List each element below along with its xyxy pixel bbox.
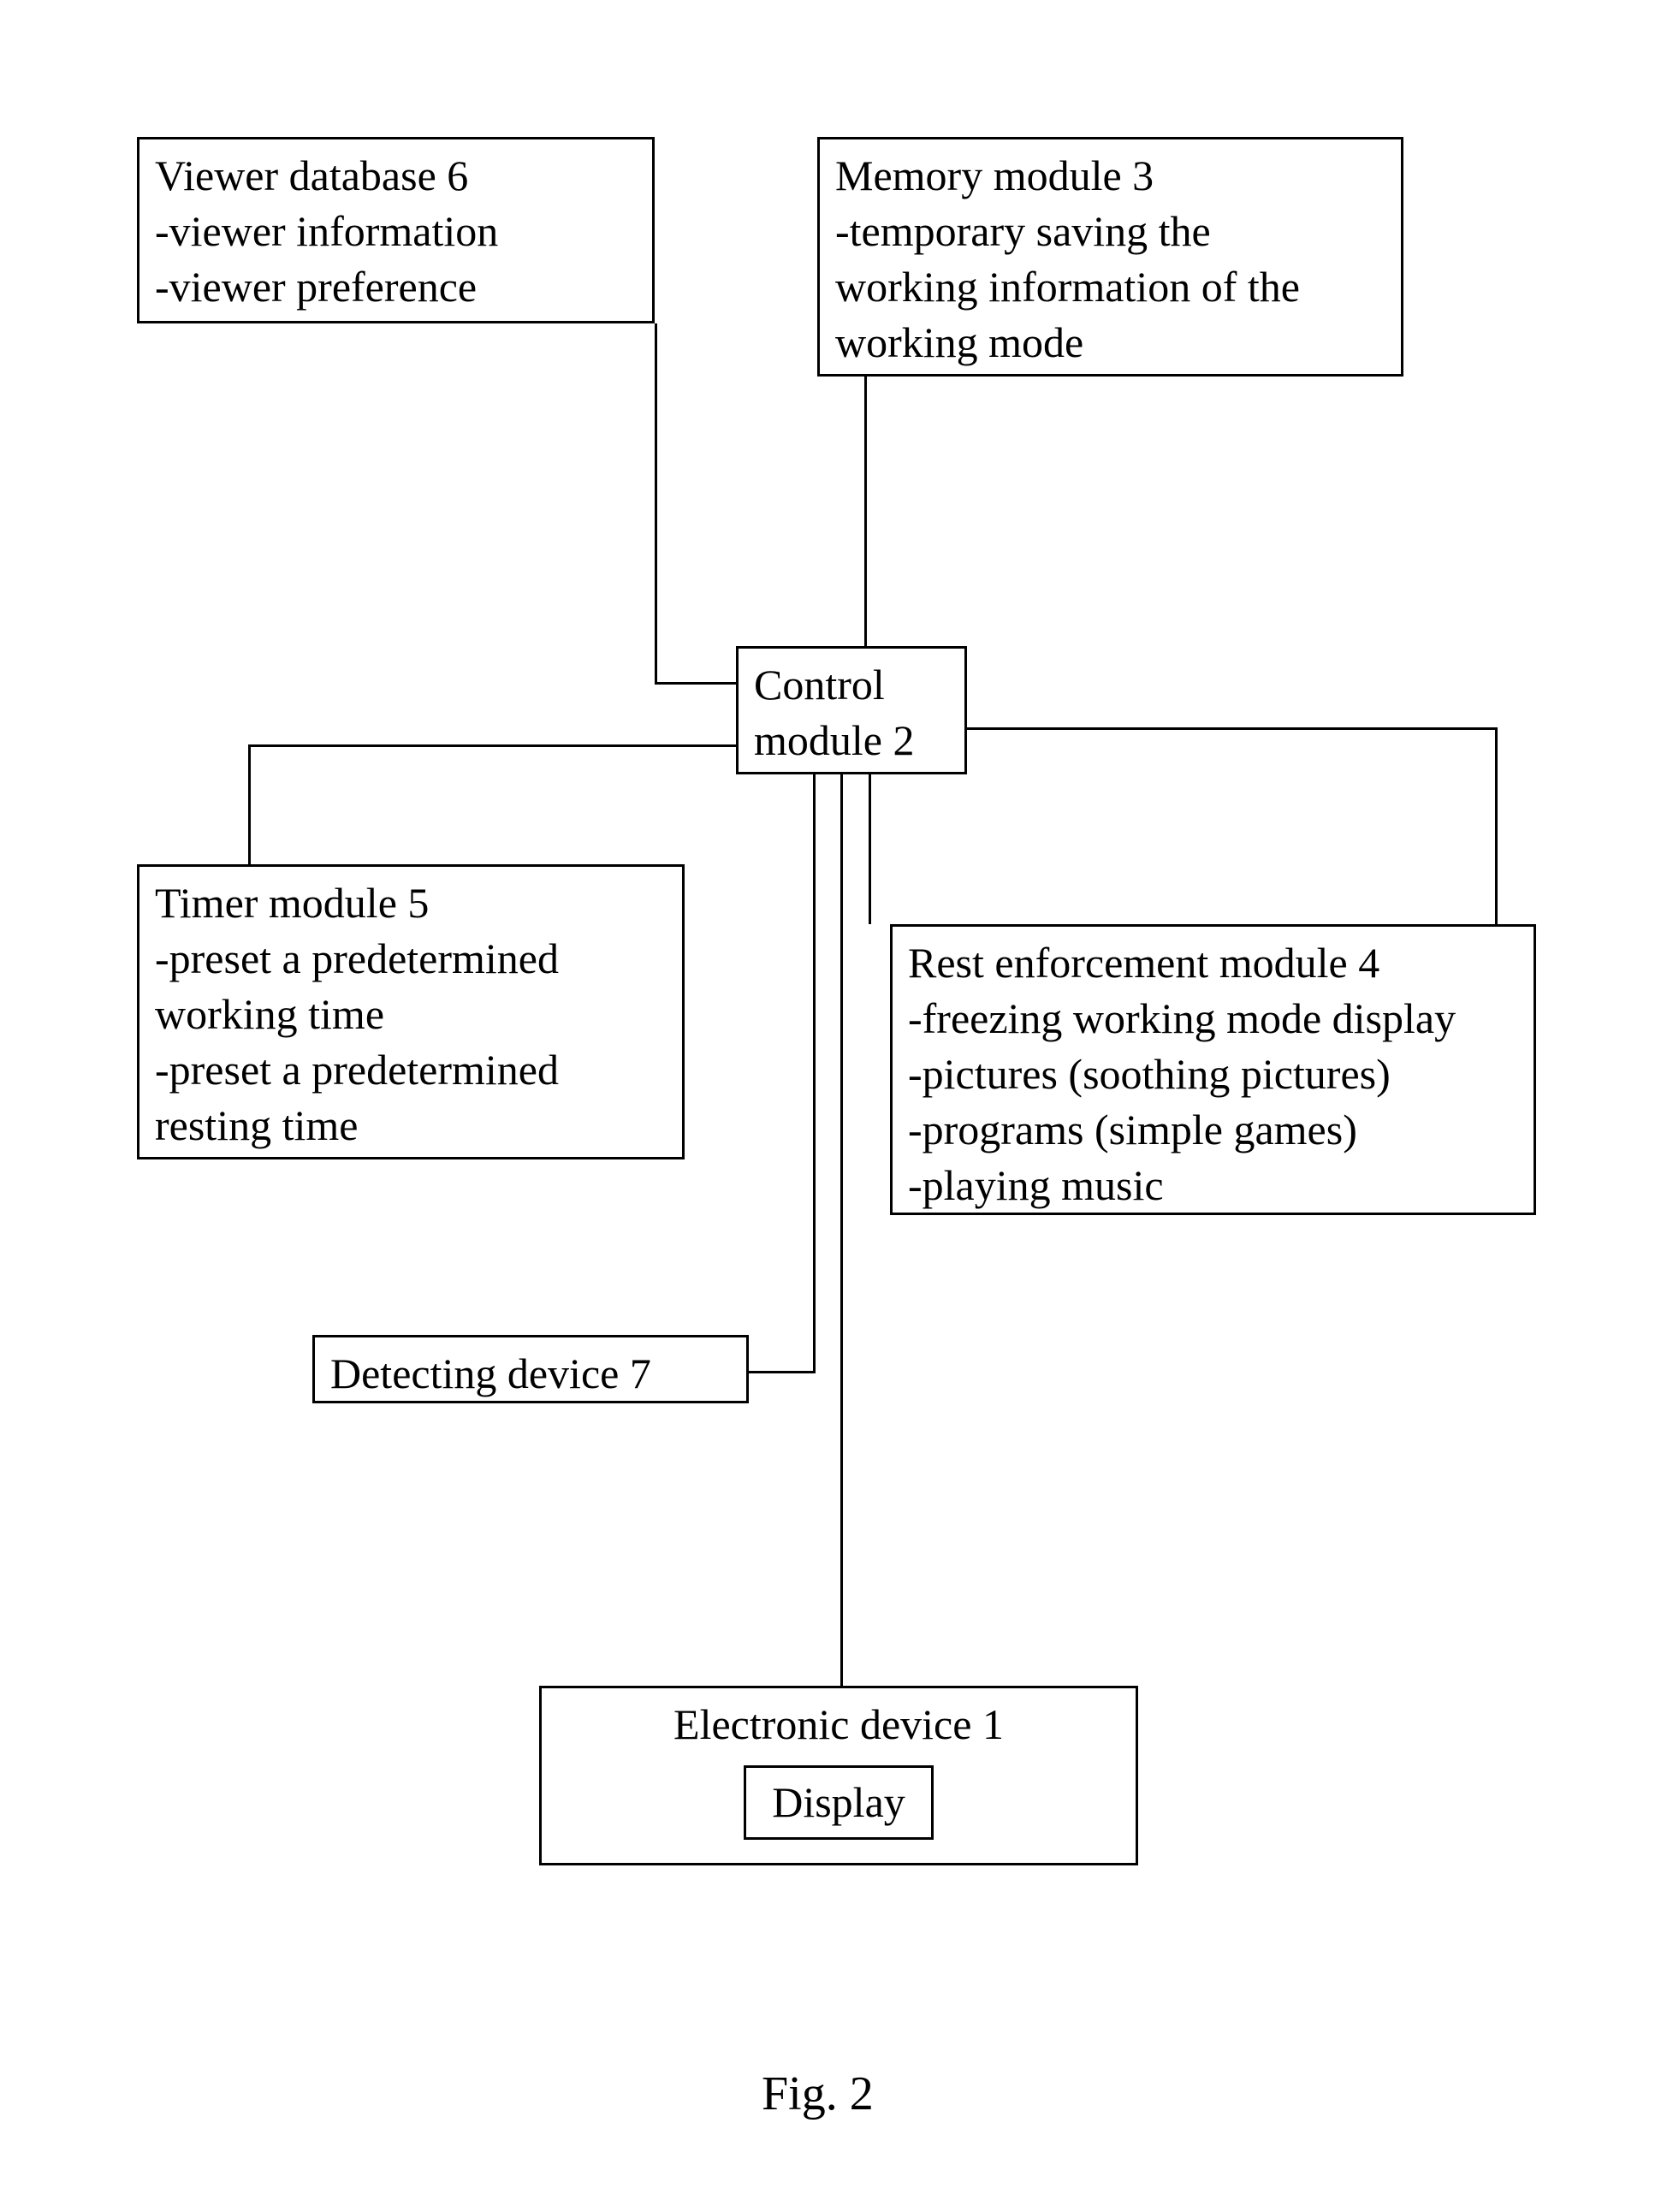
connector-line (967, 727, 1498, 730)
control-module-title: Control (754, 657, 949, 713)
memory-module-title: Memory module 3 (835, 148, 1385, 204)
diagram-canvas: Viewer database 6 -viewer information -v… (0, 0, 1679, 2212)
connector-line (248, 744, 251, 864)
display-inner-box: Display (744, 1765, 934, 1840)
timer-module-item: working time (155, 987, 667, 1042)
connector-line (655, 682, 736, 685)
rest-enforcement-item: -pictures (soothing pictures) (908, 1047, 1518, 1102)
rest-enforcement-item: -freezing working mode display (908, 991, 1518, 1047)
display-label: Display (772, 1778, 905, 1826)
connector-line (840, 774, 843, 1686)
memory-module-item: working information of the (835, 259, 1385, 315)
connector-line (864, 377, 867, 646)
electronic-device-title: Electronic device 1 (557, 1697, 1120, 1752)
rest-enforcement-title: Rest enforcement module 4 (908, 935, 1518, 991)
connector-line (864, 646, 867, 649)
detecting-device-title: Detecting device 7 (330, 1346, 731, 1402)
viewer-database-item: -viewer information (155, 204, 637, 259)
timer-module-box: Timer module 5 -preset a predetermined w… (137, 864, 685, 1159)
memory-module-box: Memory module 3 -temporary saving the wo… (817, 137, 1403, 377)
viewer-database-box: Viewer database 6 -viewer information -v… (137, 137, 655, 323)
connector-line (813, 774, 816, 1373)
rest-enforcement-item: -playing music (908, 1158, 1518, 1213)
timer-module-title: Timer module 5 (155, 875, 667, 931)
connector-line (869, 774, 871, 924)
connector-line (248, 744, 736, 747)
timer-module-item: -preset a predetermined (155, 1042, 667, 1098)
timer-module-item: -preset a predetermined (155, 931, 667, 987)
memory-module-item: -temporary saving the (835, 204, 1385, 259)
figure-label: Fig. 2 (762, 2067, 874, 2121)
rest-enforcement-item: -programs (simple games) (908, 1102, 1518, 1158)
timer-module-item: resting time (155, 1098, 667, 1153)
control-module-item: module 2 (754, 713, 949, 768)
control-module-box: Control module 2 (736, 646, 967, 774)
memory-module-item: working mode (835, 315, 1385, 371)
viewer-database-item: -viewer preference (155, 259, 637, 315)
connector-line (1495, 727, 1498, 924)
viewer-database-title: Viewer database 6 (155, 148, 637, 204)
connector-line (749, 1371, 816, 1373)
electronic-device-box: Electronic device 1 Display (539, 1686, 1138, 1865)
rest-enforcement-box: Rest enforcement module 4 -freezing work… (890, 924, 1536, 1215)
detecting-device-box: Detecting device 7 (312, 1335, 749, 1403)
connector-line (655, 323, 657, 685)
